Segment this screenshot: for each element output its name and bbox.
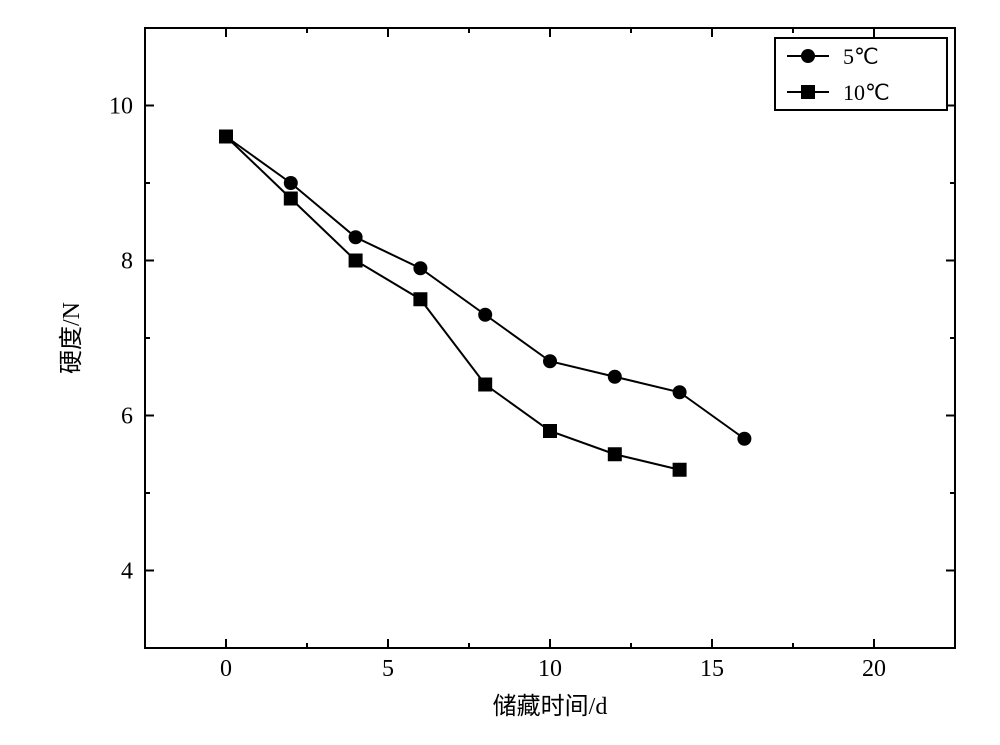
series-marker-0 [349,230,363,244]
series-marker-1 [284,192,298,206]
x-tick-label: 20 [862,656,886,682]
x-tick-label: 0 [220,656,232,682]
chart-svg: 0 5 10 15 20 4 6 8 10 储藏时间/d 硬度/N 5℃ 10℃ [0,0,1000,745]
series-marker-1 [543,424,557,438]
x-tick-label: 10 [538,656,562,682]
y-tick-label: 10 [109,94,133,120]
chart-container: 0 5 10 15 20 4 6 8 10 储藏时间/d 硬度/N 5℃ 10℃ [0,0,1000,745]
y-tick-label: 8 [121,249,133,275]
legend-marker-0 [801,49,815,63]
y-axis-title: 硬度/N [58,302,85,374]
series-marker-1 [478,378,492,392]
series-marker-0 [413,261,427,275]
x-axis-title: 储藏时间/d [493,693,608,720]
series-marker-1 [219,130,233,144]
legend-label-1: 10℃ [843,80,890,105]
series-marker-1 [349,254,363,268]
series-marker-0 [737,432,751,446]
y-tick-label: 6 [121,404,133,430]
y-tick-label: 4 [121,559,133,585]
series-marker-0 [284,176,298,190]
series-marker-0 [478,308,492,322]
series-marker-1 [413,292,427,306]
series-marker-1 [608,447,622,461]
series-marker-0 [673,385,687,399]
series-marker-0 [543,354,557,368]
x-tick-label: 5 [382,656,394,682]
series-marker-1 [673,463,687,477]
x-tick-label: 15 [700,656,724,682]
legend-marker-1 [801,85,815,99]
legend-label-0: 5℃ [843,44,879,69]
series-marker-0 [608,370,622,384]
